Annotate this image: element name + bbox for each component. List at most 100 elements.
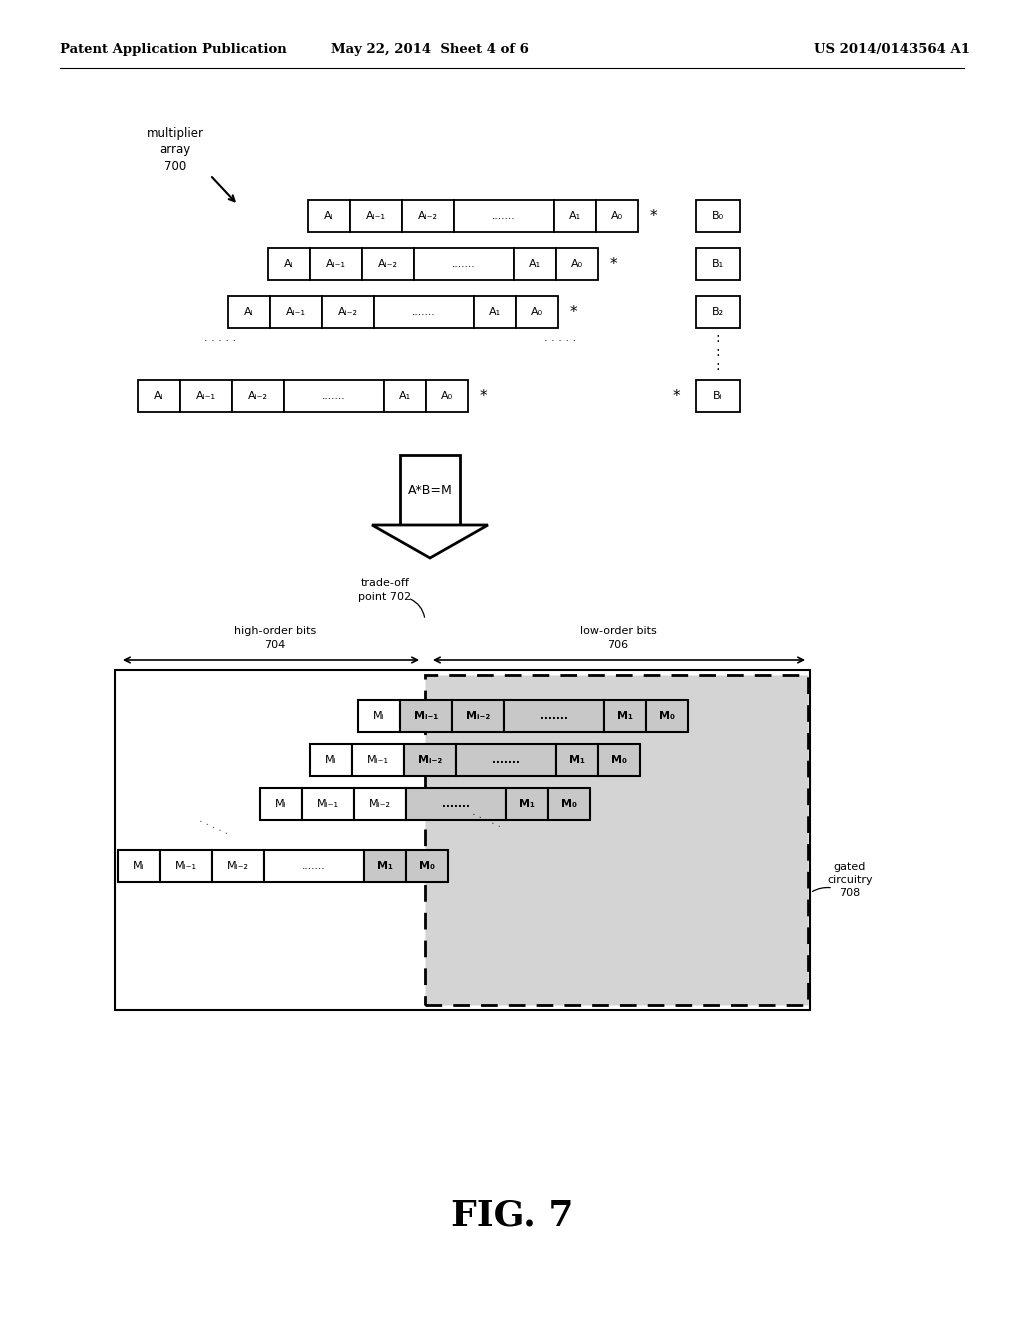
Bar xyxy=(604,700,646,733)
Bar xyxy=(516,296,558,327)
Text: .......: ....... xyxy=(493,211,516,220)
Bar xyxy=(598,744,640,776)
Bar xyxy=(425,675,808,1005)
Bar xyxy=(384,380,426,412)
Bar xyxy=(696,248,740,280)
Text: Aᵢ₋₁: Aᵢ₋₁ xyxy=(366,211,386,220)
Text: Bᵢ: Bᵢ xyxy=(713,391,723,401)
Bar xyxy=(504,700,604,733)
Text: gated
circuitry
708: gated circuitry 708 xyxy=(827,862,872,898)
Text: . . . . .: . . . . . xyxy=(199,814,231,836)
Bar xyxy=(232,380,284,412)
Bar xyxy=(302,788,354,820)
Bar xyxy=(406,850,449,882)
Text: Mᵢ: Mᵢ xyxy=(373,711,385,721)
Text: :: : xyxy=(716,359,720,374)
Bar xyxy=(270,296,322,327)
Text: multiplier
array
700: multiplier array 700 xyxy=(146,127,204,173)
Bar xyxy=(596,201,638,232)
Bar xyxy=(212,850,264,882)
Text: :: : xyxy=(716,345,720,359)
Bar xyxy=(268,248,310,280)
Text: May 22, 2014  Sheet 4 of 6: May 22, 2014 Sheet 4 of 6 xyxy=(331,44,529,57)
Text: Mᵢ: Mᵢ xyxy=(133,861,144,871)
Bar xyxy=(556,248,598,280)
Text: A₀: A₀ xyxy=(571,259,583,269)
Bar xyxy=(554,201,596,232)
Text: A₁: A₁ xyxy=(399,391,411,401)
Bar xyxy=(374,296,474,327)
Bar xyxy=(308,201,350,232)
Text: . . . . .: . . . . . xyxy=(544,333,577,343)
Text: B₂: B₂ xyxy=(712,308,724,317)
Text: Aᵢ₋₂: Aᵢ₋₂ xyxy=(378,259,398,269)
Text: *: * xyxy=(479,388,486,404)
Text: M₀: M₀ xyxy=(561,799,577,809)
Bar xyxy=(456,744,556,776)
Bar xyxy=(402,201,454,232)
Bar xyxy=(138,380,180,412)
Text: Aᵢ: Aᵢ xyxy=(155,391,164,401)
Bar xyxy=(352,744,404,776)
Text: .......: ....... xyxy=(540,711,568,721)
Bar xyxy=(506,788,548,820)
Bar xyxy=(350,201,402,232)
Bar xyxy=(646,700,688,733)
Text: .......: ....... xyxy=(442,799,470,809)
Bar xyxy=(404,744,456,776)
Bar xyxy=(358,700,400,733)
Text: A₁: A₁ xyxy=(488,308,501,317)
Text: :: : xyxy=(716,331,720,345)
Text: high-order bits
704: high-order bits 704 xyxy=(233,627,316,649)
Text: *: * xyxy=(649,209,656,223)
Text: B₀: B₀ xyxy=(712,211,724,220)
Bar xyxy=(400,455,460,525)
Text: .......: ....... xyxy=(302,861,326,871)
Text: Mᵢ: Mᵢ xyxy=(275,799,287,809)
Text: A₁: A₁ xyxy=(529,259,541,269)
Text: M₁: M₁ xyxy=(519,799,535,809)
Text: *: * xyxy=(672,388,680,404)
Bar xyxy=(452,700,504,733)
Text: US 2014/0143564 A1: US 2014/0143564 A1 xyxy=(814,44,970,57)
Text: Mᵢ: Mᵢ xyxy=(326,755,337,766)
Text: A₁: A₁ xyxy=(569,211,581,220)
Text: Mᵢ₋₂: Mᵢ₋₂ xyxy=(466,711,490,721)
Text: M₀: M₀ xyxy=(611,755,627,766)
Bar xyxy=(260,788,302,820)
Bar xyxy=(310,744,352,776)
Text: B₁: B₁ xyxy=(712,259,724,269)
Text: M₁: M₁ xyxy=(569,755,585,766)
Bar xyxy=(514,248,556,280)
Text: Aᵢ: Aᵢ xyxy=(285,259,294,269)
Text: . . . . .: . . . . . xyxy=(204,333,237,343)
Text: Aᵢ: Aᵢ xyxy=(325,211,334,220)
Bar xyxy=(264,850,364,882)
Bar xyxy=(364,850,406,882)
Text: Patent Application Publication: Patent Application Publication xyxy=(60,44,287,57)
Text: A₀: A₀ xyxy=(530,308,543,317)
Text: .......: ....... xyxy=(413,308,436,317)
Text: Aᵢ₋₁: Aᵢ₋₁ xyxy=(326,259,346,269)
Text: M₀: M₀ xyxy=(419,861,435,871)
Text: Mᵢ₋₂: Mᵢ₋₂ xyxy=(227,861,249,871)
Bar xyxy=(322,296,374,327)
Text: Aᵢ₋₂: Aᵢ₋₂ xyxy=(338,308,358,317)
Text: .......: ....... xyxy=(323,391,346,401)
Text: Aᵢ₋₁: Aᵢ₋₁ xyxy=(196,391,216,401)
Bar xyxy=(118,850,160,882)
Text: .......: ....... xyxy=(453,259,476,269)
Bar xyxy=(310,248,362,280)
Text: Mᵢ₋₂: Mᵢ₋₂ xyxy=(418,755,442,766)
Text: trade-off
point 702: trade-off point 702 xyxy=(358,578,412,602)
Bar xyxy=(160,850,212,882)
Bar xyxy=(696,380,740,412)
Text: A*B=M: A*B=M xyxy=(408,483,453,496)
Bar xyxy=(696,201,740,232)
Bar xyxy=(474,296,516,327)
Text: Mᵢ₋₁: Mᵢ₋₁ xyxy=(317,799,339,809)
Text: . . . . .: . . . . . xyxy=(472,807,505,829)
Text: Mᵢ₋₁: Mᵢ₋₁ xyxy=(367,755,389,766)
Text: A₀: A₀ xyxy=(611,211,623,220)
Text: M₁: M₁ xyxy=(377,861,393,871)
